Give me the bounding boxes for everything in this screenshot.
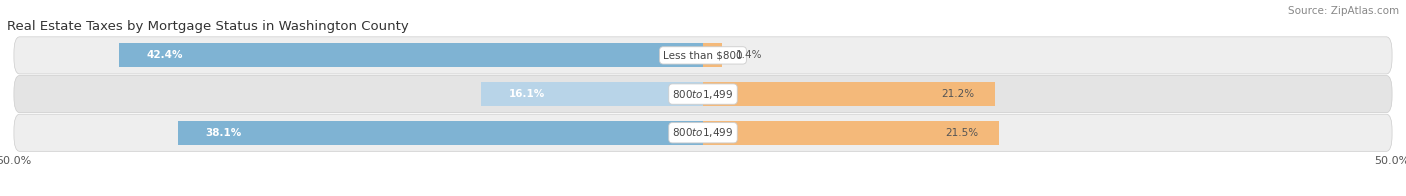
Text: Real Estate Taxes by Mortgage Status in Washington County: Real Estate Taxes by Mortgage Status in … (7, 20, 409, 33)
Bar (179, 121, 703, 145)
Text: Source: ZipAtlas.com: Source: ZipAtlas.com (1288, 6, 1399, 16)
Bar (703, 82, 995, 106)
FancyBboxPatch shape (14, 37, 1392, 74)
Bar (703, 43, 723, 67)
FancyBboxPatch shape (14, 75, 1392, 113)
Bar (118, 43, 703, 67)
Bar (481, 82, 703, 106)
Text: $800 to $1,499: $800 to $1,499 (672, 126, 734, 139)
Text: 21.2%: 21.2% (942, 89, 974, 99)
Text: $800 to $1,499: $800 to $1,499 (672, 88, 734, 101)
Text: Less than $800: Less than $800 (664, 50, 742, 60)
Text: 38.1%: 38.1% (205, 128, 242, 138)
Bar (703, 121, 1000, 145)
Text: 42.4%: 42.4% (146, 50, 183, 60)
FancyBboxPatch shape (14, 114, 1392, 151)
Text: 1.4%: 1.4% (737, 50, 762, 60)
Text: 16.1%: 16.1% (509, 89, 546, 99)
Text: 21.5%: 21.5% (945, 128, 979, 138)
